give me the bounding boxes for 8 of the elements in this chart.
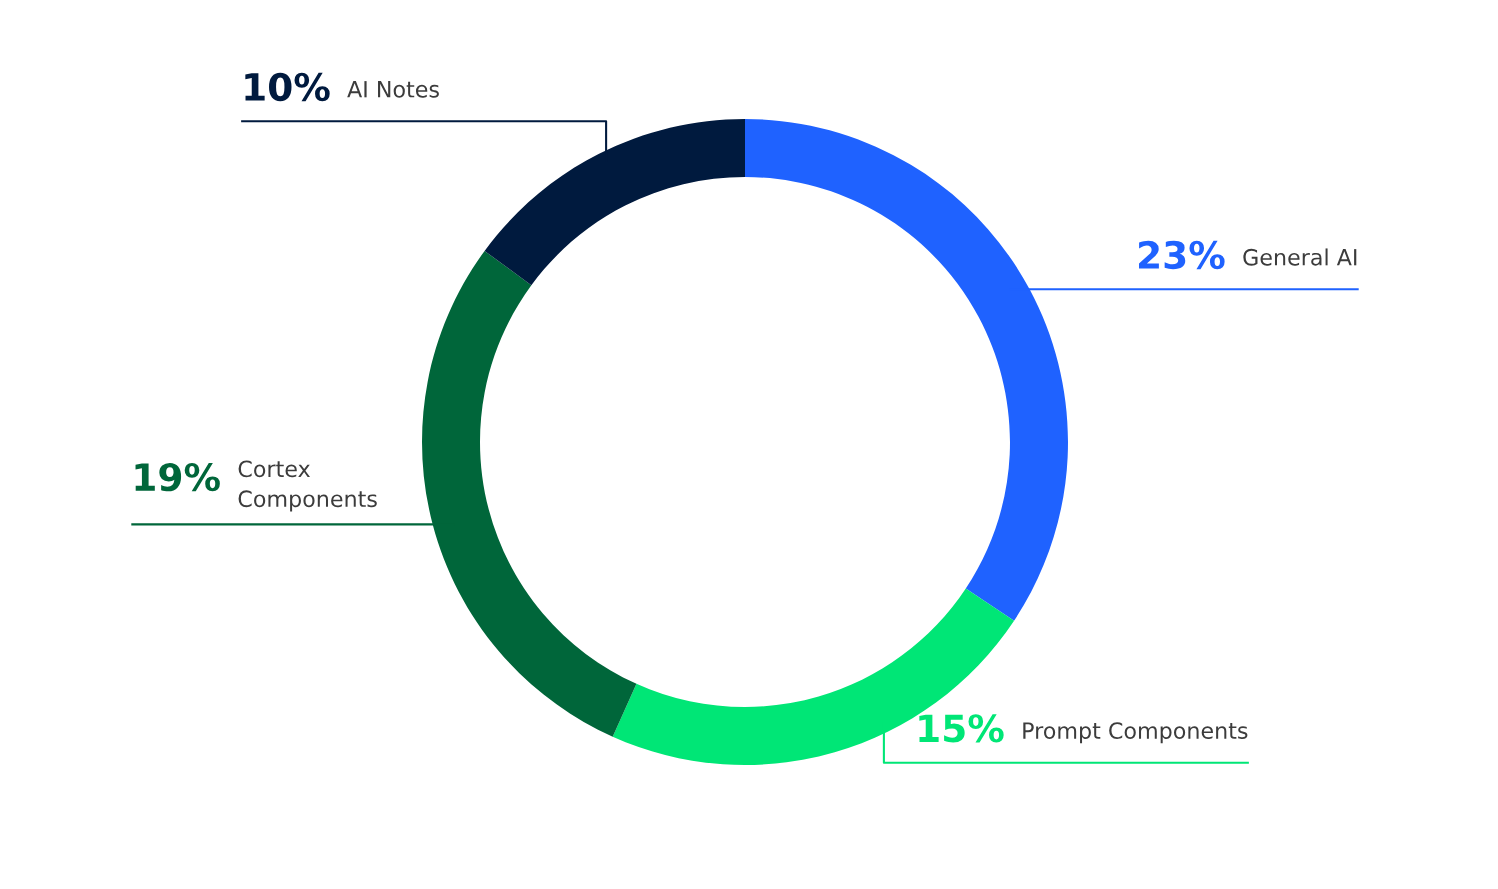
data-label: 19% (135, 462, 220, 492)
slice-label: Prompt Components (1023, 722, 1248, 744)
data-label: 10% (245, 72, 330, 102)
slice-label: General AI (1243, 248, 1357, 266)
data-label: 23% (1139, 240, 1225, 270)
slice-label: AI Notes (347, 81, 439, 98)
data-label: 15% (919, 714, 1004, 743)
slice-label: Cortex Components (238, 460, 377, 512)
